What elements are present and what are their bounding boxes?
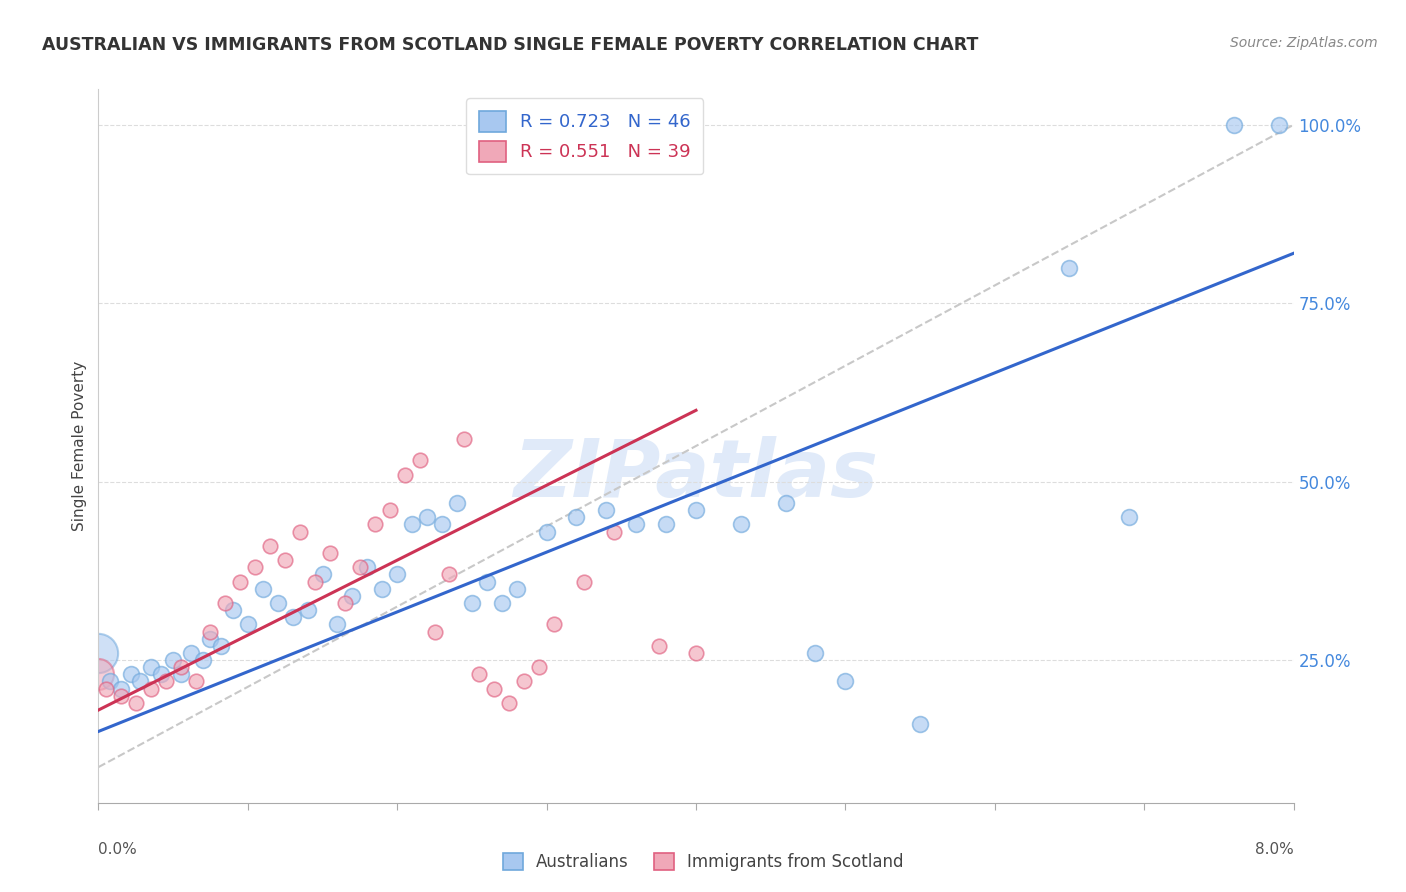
Point [378, 503, 401, 517]
Point [304, 574, 326, 589]
Point [333, 596, 356, 610]
Point [572, 574, 595, 589]
Text: Source: ZipAtlas.com: Source: ZipAtlas.com [1230, 36, 1378, 50]
Point [385, 567, 409, 582]
Point [430, 517, 453, 532]
Point [595, 503, 617, 517]
Point [342, 589, 364, 603]
Point [87, 667, 110, 681]
Point [120, 667, 142, 681]
Point [110, 689, 132, 703]
Point [685, 503, 707, 517]
Legend: R = 0.723   N = 46, R = 0.551   N = 39: R = 0.723 N = 46, R = 0.551 N = 39 [465, 98, 703, 174]
Text: 8.0%: 8.0% [1254, 842, 1294, 857]
Point [259, 539, 281, 553]
Point [98, 674, 122, 689]
Point [274, 553, 297, 567]
Point [139, 681, 162, 696]
Point [565, 510, 588, 524]
Point [527, 660, 550, 674]
Point [647, 639, 669, 653]
Point [125, 696, 148, 710]
Legend: Australians, Immigrants from Scotland: Australians, Immigrants from Scotland [494, 845, 912, 880]
Point [543, 617, 565, 632]
Point [180, 646, 202, 660]
Point [439, 567, 461, 582]
Point [139, 660, 162, 674]
Point [155, 674, 177, 689]
Point [252, 582, 274, 596]
Point [626, 517, 648, 532]
Point [423, 624, 446, 639]
Point [281, 610, 304, 624]
Point [468, 667, 491, 681]
Point [150, 667, 173, 681]
Point [311, 567, 333, 582]
Point [297, 603, 319, 617]
Point [408, 453, 430, 467]
Text: 0.0%: 0.0% [98, 842, 138, 857]
Point [416, 510, 439, 524]
Point [349, 560, 371, 574]
Point [453, 432, 475, 446]
Point [655, 517, 678, 532]
Point [356, 560, 378, 574]
Point [129, 674, 152, 689]
Point [730, 517, 752, 532]
Point [446, 496, 468, 510]
Point [1118, 510, 1140, 524]
Point [200, 632, 222, 646]
Text: ZIPatlas: ZIPatlas [513, 435, 879, 514]
Point [1222, 118, 1246, 132]
Point [498, 696, 520, 710]
Point [94, 681, 117, 696]
Point [804, 646, 827, 660]
Point [288, 524, 311, 539]
Point [222, 603, 245, 617]
Point [834, 674, 856, 689]
Point [775, 496, 797, 510]
Point [209, 639, 232, 653]
Point [169, 667, 191, 681]
Point [484, 681, 506, 696]
Point [319, 546, 342, 560]
Point [461, 596, 484, 610]
Y-axis label: Single Female Poverty: Single Female Poverty [72, 361, 87, 531]
Point [475, 574, 498, 589]
Point [603, 524, 626, 539]
Point [685, 646, 707, 660]
Point [513, 674, 536, 689]
Point [200, 624, 222, 639]
Point [401, 517, 423, 532]
Point [184, 674, 207, 689]
Point [267, 596, 290, 610]
Point [169, 660, 191, 674]
Point [506, 582, 529, 596]
Point [1059, 260, 1081, 275]
Point [236, 617, 259, 632]
Point [191, 653, 214, 667]
Point [491, 596, 513, 610]
Point [536, 524, 558, 539]
Point [214, 596, 236, 610]
Point [371, 582, 394, 596]
Point [326, 617, 349, 632]
Text: AUSTRALIAN VS IMMIGRANTS FROM SCOTLAND SINGLE FEMALE POVERTY CORRELATION CHART: AUSTRALIAN VS IMMIGRANTS FROM SCOTLAND S… [42, 36, 979, 54]
Point [229, 574, 252, 589]
Point [110, 681, 132, 696]
Point [87, 646, 110, 660]
Point [595, 118, 617, 132]
Point [394, 467, 416, 482]
Point [162, 653, 184, 667]
Point [908, 717, 931, 731]
Point [1267, 118, 1289, 132]
Point [364, 517, 387, 532]
Point [245, 560, 267, 574]
